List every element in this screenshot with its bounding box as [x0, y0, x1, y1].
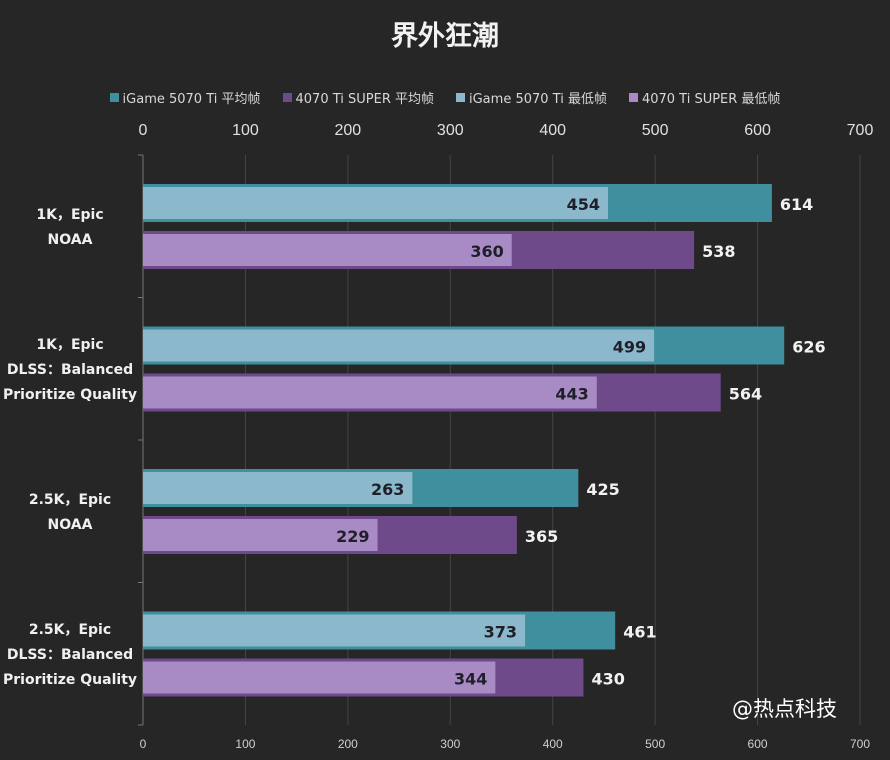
data-label: 614: [780, 195, 813, 214]
data-label: 564: [729, 385, 762, 404]
bar-igame-min: [143, 329, 655, 362]
data-label: 499: [613, 338, 646, 357]
category-label: 1K，Epic: [36, 337, 103, 353]
legend-swatch: [109, 93, 119, 102]
legend-swatch: [628, 93, 638, 102]
x-tick-label-bottom: 700: [850, 737, 870, 751]
category-label: DLSS：Balanced: [7, 647, 133, 663]
x-tick-label-top: 400: [539, 122, 566, 139]
chart-title: 界外狂潮: [391, 21, 499, 52]
legend: iGame 5070 Ti 平均帧 4070 Ti SUPER 平均帧 iGam…: [0, 88, 890, 107]
x-tick-label-top: 500: [642, 122, 669, 139]
x-tick-label-bottom: 200: [338, 737, 358, 751]
data-label: 430: [591, 670, 624, 689]
x-tick-label-top: 600: [744, 122, 771, 139]
category-label: 1K，Epic: [36, 207, 103, 223]
category-label: NOAA: [48, 232, 93, 248]
x-tick-label-bottom: 400: [543, 737, 563, 751]
data-label: 229: [336, 527, 369, 546]
bar-igame-min: [143, 187, 609, 219]
data-label: 344: [454, 670, 487, 689]
bar-4070-min: [143, 376, 597, 409]
category-label: 2.5K，Epic: [29, 622, 111, 638]
data-label: 425: [586, 480, 619, 499]
data-label: 263: [371, 480, 404, 499]
category-label: NOAA: [48, 517, 93, 533]
legend-label: iGame 5070 Ti 平均帧: [122, 92, 261, 107]
x-tick-label-bottom: 0: [140, 737, 147, 751]
data-label: 443: [555, 385, 588, 404]
legend-label: 4070 Ti SUPER 最低帧: [641, 92, 781, 107]
bar-igame-min: [143, 472, 413, 504]
watermark: @热点科技: [732, 697, 837, 721]
legend-swatch: [456, 93, 465, 102]
x-tick-label-bottom: 500: [645, 737, 665, 751]
bar-4070-min: [143, 519, 378, 551]
x-tick-label-top: 100: [232, 122, 259, 139]
x-tick-label-bottom: 100: [235, 737, 255, 751]
legend-item: iGame 5070 Ti 平均帧: [109, 88, 261, 107]
x-tick-label-bottom: 300: [440, 737, 460, 751]
legend-item: 4070 Ti SUPER 最低帧: [628, 88, 781, 107]
category-label: Prioritize Quality: [3, 672, 137, 688]
category-label: 2.5K，Epic: [29, 492, 111, 508]
x-tick-label-top: 300: [437, 122, 464, 139]
legend-item: iGame 5070 Ti 最低帧: [456, 88, 607, 107]
bar-4070-min: [143, 234, 512, 266]
bar-4070-min: [143, 661, 496, 694]
x-tick-label-top: 0: [139, 122, 148, 139]
data-label: 360: [470, 242, 503, 261]
data-label: 454: [567, 195, 600, 214]
bar-igame-min: [143, 614, 526, 647]
legend-label: 4070 Ti SUPER 平均帧: [295, 92, 435, 107]
category-label: Prioritize Quality: [3, 387, 137, 403]
data-label: 373: [484, 623, 517, 642]
legend-item: 4070 Ti SUPER 平均帧: [282, 88, 435, 107]
x-tick-label-top: 700: [847, 122, 874, 139]
x-tick-label-bottom: 600: [748, 737, 768, 751]
legend-label: iGame 5070 Ti 最低帧: [469, 92, 607, 107]
data-label: 626: [792, 338, 825, 357]
data-label: 538: [702, 242, 735, 261]
x-tick-label-top: 200: [335, 122, 362, 139]
legend-swatch: [282, 93, 292, 102]
data-label: 461: [623, 623, 656, 642]
data-label: 365: [525, 527, 558, 546]
category-label: DLSS：Balanced: [7, 362, 133, 378]
